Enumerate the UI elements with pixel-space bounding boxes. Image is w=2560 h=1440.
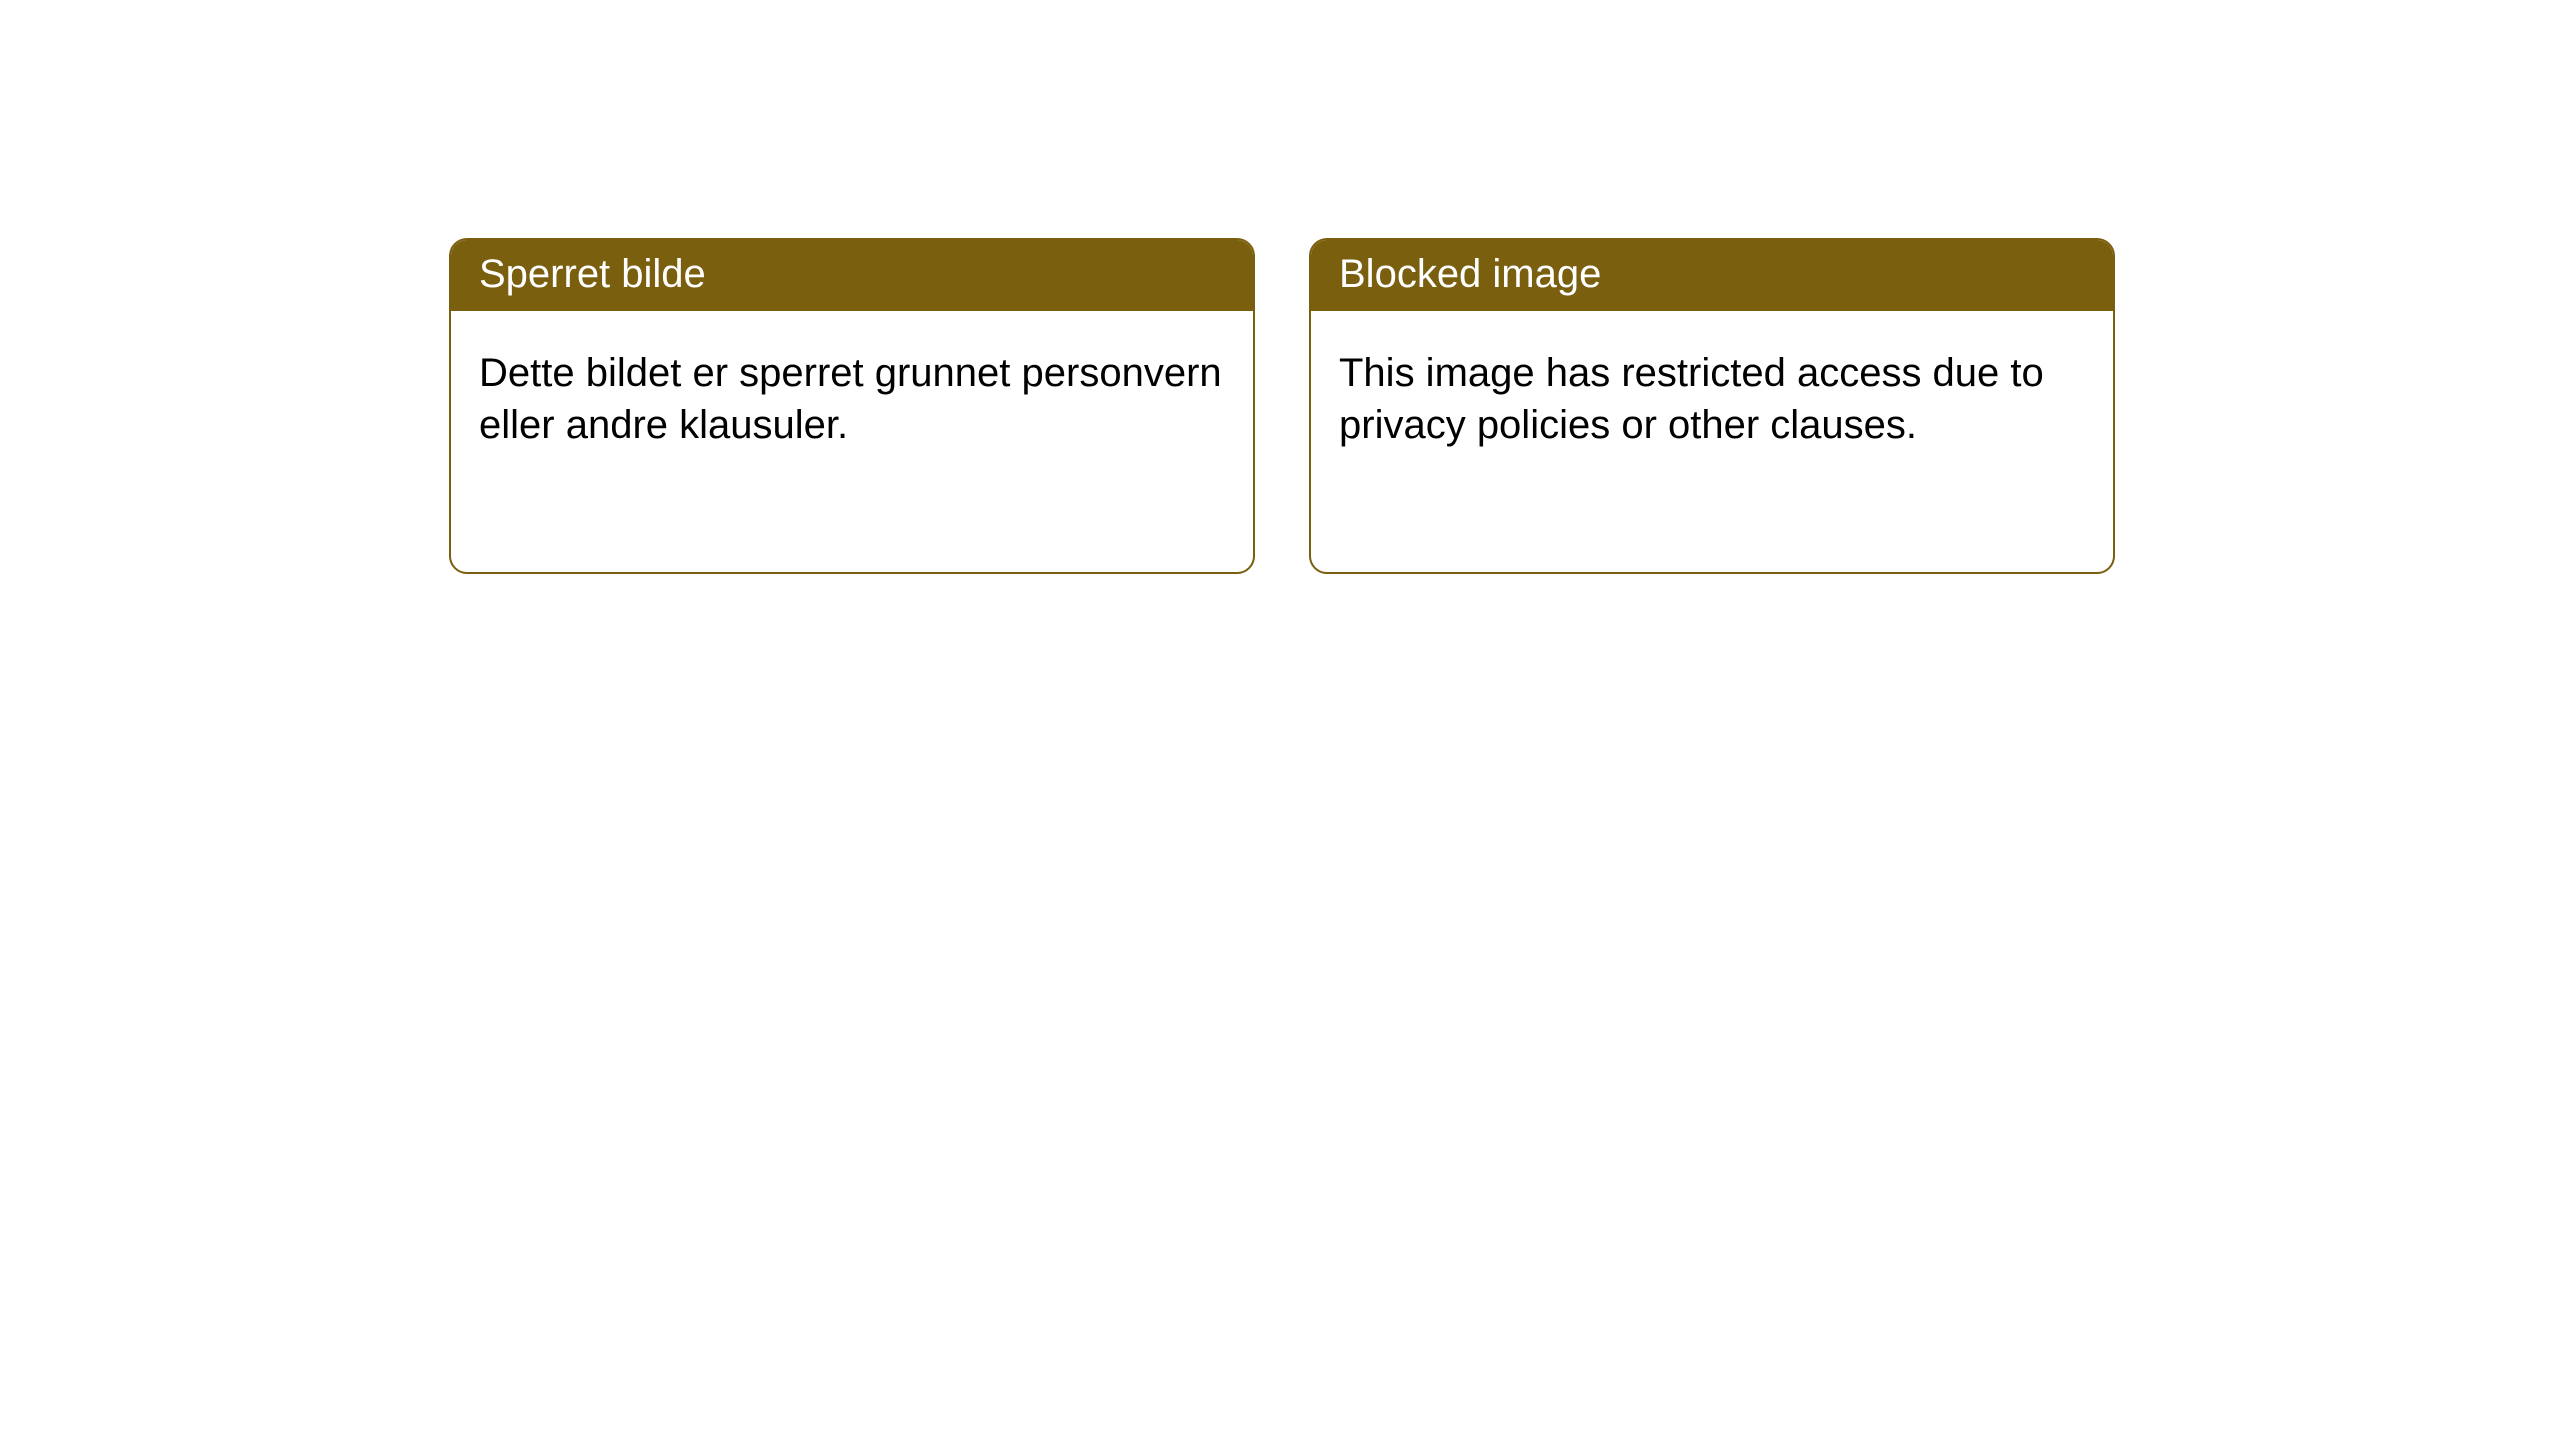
notice-card-english: Blocked image This image has restricted …	[1309, 238, 2115, 574]
notice-card-norwegian: Sperret bilde Dette bildet er sperret gr…	[449, 238, 1255, 574]
notice-card-title: Blocked image	[1311, 240, 2113, 311]
notice-card-body: This image has restricted access due to …	[1311, 311, 2113, 487]
notice-cards-container: Sperret bilde Dette bildet er sperret gr…	[449, 238, 2115, 574]
notice-card-body: Dette bildet er sperret grunnet personve…	[451, 311, 1253, 487]
notice-card-title: Sperret bilde	[451, 240, 1253, 311]
